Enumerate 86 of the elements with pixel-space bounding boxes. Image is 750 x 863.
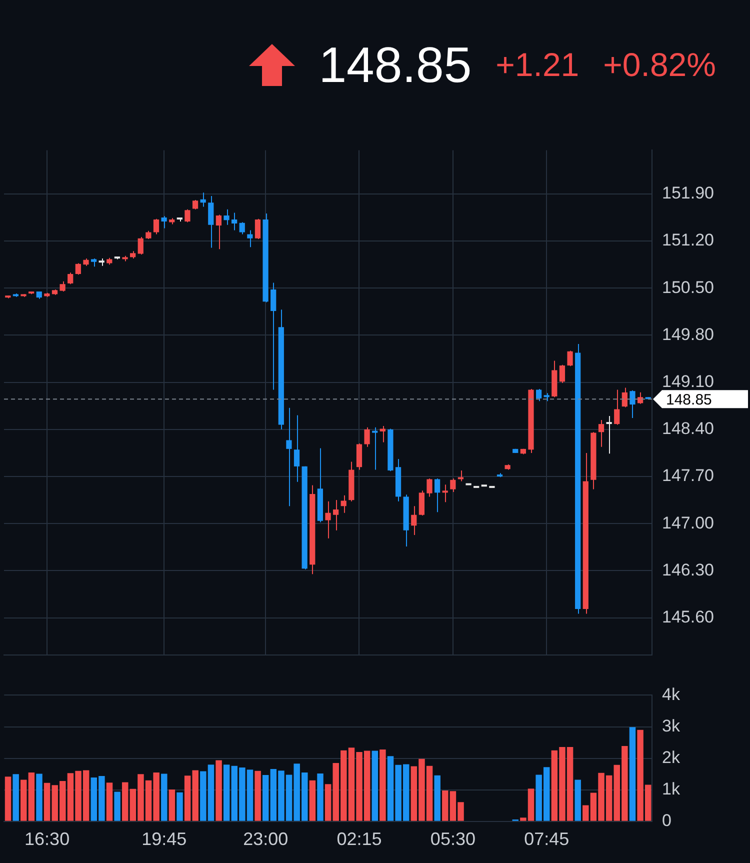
chart-title: 148.85 (318, 36, 472, 94)
candlestick (216, 214, 222, 250)
bar (12, 774, 19, 821)
ref-line-label: 148.85 (666, 391, 712, 408)
candlestick (458, 470, 464, 482)
candlestick (637, 392, 644, 404)
y-tick-label: 150.50 (662, 278, 714, 297)
candlestick (161, 216, 167, 229)
y-tick-label: 146.30 (662, 560, 714, 580)
bar (262, 775, 269, 821)
candlestick (224, 208, 230, 226)
candlestick (426, 478, 432, 498)
text: +0.82% (603, 46, 716, 84)
candlestick (442, 484, 448, 503)
y-tick-label: 149.80 (662, 324, 714, 344)
y-tick-label: 147.70 (662, 466, 714, 486)
bar (629, 727, 636, 821)
candlestick (325, 500, 331, 539)
candlestick (622, 387, 628, 408)
candlestick (411, 506, 417, 536)
candlestick (606, 415, 612, 454)
candlestick (60, 280, 66, 292)
candlestick (450, 478, 456, 492)
x-tick-label: 19:45 (142, 829, 187, 850)
bar (216, 760, 222, 821)
bar (106, 782, 113, 821)
candlestick (340, 494, 346, 514)
y-tick-label: 2k (662, 748, 680, 767)
candlestick (332, 500, 339, 531)
bar (168, 790, 176, 821)
bar (317, 773, 324, 821)
bar (372, 750, 378, 821)
y-tick-label: 145.60 (662, 607, 714, 626)
candlestick (536, 388, 542, 402)
x-tick-label: 23:00 (243, 829, 288, 850)
x-tick-label: 05:30 (430, 829, 476, 850)
candlestick (356, 443, 362, 470)
bar (176, 792, 183, 821)
bar (4, 776, 12, 821)
candlestick (598, 419, 604, 448)
bar (380, 749, 386, 821)
candlestick (567, 350, 573, 367)
bar (114, 792, 120, 821)
candlestick (559, 364, 566, 384)
y-tick-label: 0 (662, 811, 672, 830)
candlestick (418, 490, 424, 516)
candlestick (380, 426, 386, 443)
candlestick (364, 426, 370, 448)
x-tick-label: 02:15 (336, 829, 382, 850)
text: +1.21 (496, 46, 580, 84)
candlestick (153, 218, 160, 235)
candlestick (138, 236, 144, 255)
y-tick-label: 147.00 (662, 513, 714, 532)
candlestick (434, 478, 440, 513)
bar (36, 774, 42, 821)
y-tick-label: 149.10 (662, 372, 714, 392)
candlestick (232, 212, 238, 231)
candlestick (75, 262, 81, 276)
bar (223, 764, 230, 821)
candlestick (254, 218, 261, 240)
y-tick-label: 148.40 (662, 419, 714, 438)
candlestick (208, 195, 214, 248)
candlestick (286, 407, 292, 507)
candlestick (68, 272, 74, 285)
x-tick-label: 16:30 (24, 829, 70, 850)
candlestick (294, 414, 300, 482)
y-tick-label: 4k (662, 684, 680, 704)
candlestick (192, 199, 198, 210)
bar (434, 775, 440, 821)
y-tick-label: 1k (662, 780, 680, 799)
y-tick-label: 3k (662, 716, 680, 736)
bar (574, 780, 581, 821)
y-tick-label: 151.90 (662, 184, 714, 203)
candlestick (270, 282, 276, 390)
bar (161, 774, 168, 821)
bar (309, 780, 316, 821)
candlestick (247, 230, 253, 248)
x-tick-label: 07:45 (524, 829, 570, 850)
candlestick (372, 426, 378, 470)
candlestick (239, 222, 245, 235)
y-tick-label: 151.20 (662, 230, 714, 250)
bar (254, 770, 261, 821)
candlestick (184, 208, 190, 223)
candlestick (630, 390, 636, 418)
candlestick (614, 389, 620, 426)
bar (122, 782, 128, 821)
